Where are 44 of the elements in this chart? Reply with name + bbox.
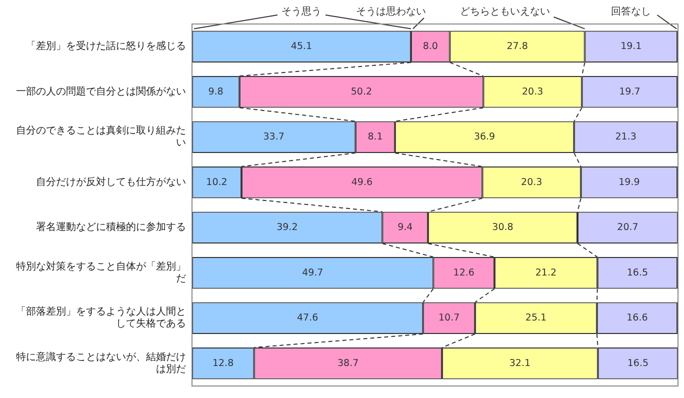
data-label: 16.6	[626, 312, 648, 324]
data-label: 19.1	[620, 41, 642, 52]
data-label: 49.6	[351, 176, 373, 188]
series-label: そう思う	[281, 6, 322, 18]
series-label: そうは思わない	[356, 6, 426, 18]
series-label: 回答なし	[611, 6, 652, 18]
data-label: 16.5	[626, 267, 648, 278]
y-tick-label: 自分のできることは真剣に取り組みたい	[16, 124, 186, 149]
data-label: 10.2	[206, 176, 228, 188]
data-label: 8.0	[422, 41, 438, 52]
data-label: 9.8	[208, 86, 224, 98]
data-label: 39.2	[276, 222, 298, 234]
data-label: 47.6	[296, 312, 318, 324]
data-label: 10.7	[438, 312, 460, 324]
y-tick-label: 特別な対策をすること自体が「差別」だ	[16, 260, 186, 284]
y-tick-label: 「部落差別」をするような人は人間として失格である	[16, 306, 186, 330]
y-tick-label: 「差別」を受けた話に怒りを感じる	[26, 40, 186, 52]
y-tick-label: 自分だけが反対しても仕方がない	[36, 176, 186, 188]
series-label: どちらともいえない	[460, 6, 550, 18]
data-label: 21.2	[535, 267, 557, 278]
data-label: 21.3	[615, 132, 636, 143]
data-label: 9.4	[398, 222, 413, 234]
data-label: 45.1	[290, 41, 312, 52]
data-label: 32.1	[509, 358, 531, 369]
y-tick-label: 特に意識することはないが、結婚だけは別だ	[16, 350, 186, 375]
y-tick-label: 一部の人の問題で自分とは関係がない	[16, 85, 186, 98]
data-label: 20.7	[617, 222, 638, 234]
data-label: 16.5	[627, 358, 649, 369]
data-label: 36.9	[474, 132, 496, 143]
data-label: 12.8	[212, 358, 234, 369]
data-label: 49.7	[302, 267, 324, 278]
data-label: 8.1	[368, 132, 383, 143]
data-label: 20.3	[521, 176, 542, 188]
data-label: 12.6	[453, 267, 474, 278]
data-label: 20.3	[522, 86, 544, 98]
y-tick-label: 署名運動などに積極的に参加する	[36, 221, 186, 234]
data-label: 25.1	[525, 312, 547, 324]
data-label: 30.8	[492, 222, 514, 234]
data-label: 19.7	[619, 86, 640, 98]
data-label: 38.7	[338, 358, 359, 369]
data-label: 33.7	[263, 132, 284, 143]
data-label: 27.8	[506, 41, 528, 52]
data-label: 19.9	[618, 176, 640, 188]
data-label: 50.2	[350, 86, 372, 98]
